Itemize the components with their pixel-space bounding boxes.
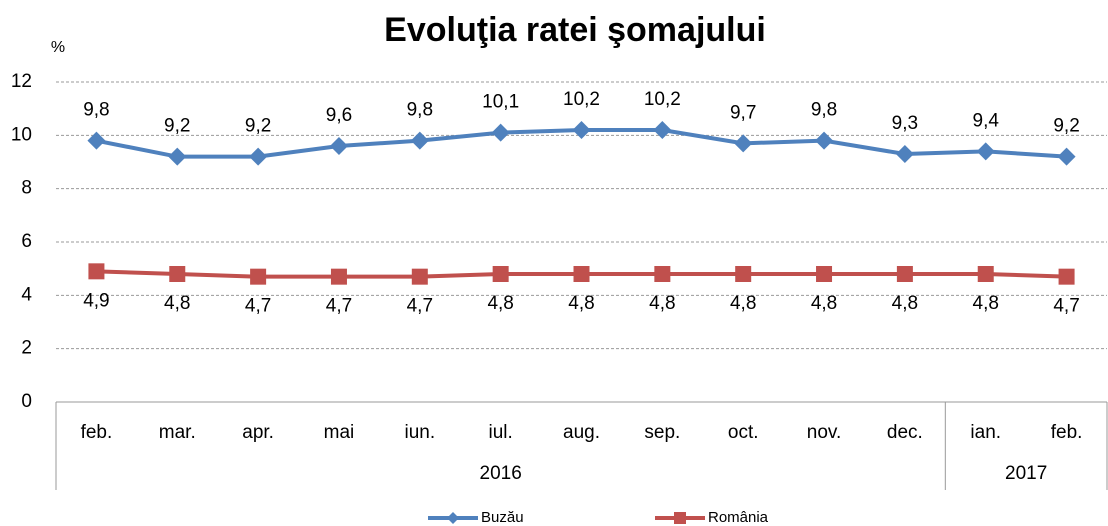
x-tick-label: feb. — [1051, 422, 1083, 443]
marker — [330, 268, 347, 285]
marker — [411, 268, 428, 285]
marker — [1057, 147, 1076, 166]
data-label: 4,7 — [326, 296, 352, 317]
marker — [895, 145, 914, 163]
y-tick-label: 2 — [21, 338, 32, 359]
data-label: 4,7 — [245, 296, 271, 317]
x-tick-label: ian. — [970, 422, 1001, 443]
marker — [976, 142, 995, 161]
data-label: 10,1 — [482, 92, 519, 113]
marker — [491, 123, 510, 142]
marker — [250, 268, 267, 285]
y-tick-label: 10 — [11, 124, 32, 145]
y-tick-label: 4 — [21, 284, 32, 305]
marker — [1058, 268, 1075, 285]
marker — [815, 131, 834, 150]
group-label: 2016 — [480, 463, 522, 484]
data-label: 4,7 — [1053, 296, 1079, 317]
data-label: 4,9 — [83, 290, 109, 311]
x-tick-label: aug. — [563, 422, 600, 443]
x-tick-label: oct. — [728, 422, 759, 443]
marker — [169, 266, 186, 282]
data-label: 4,8 — [649, 293, 675, 314]
data-label: 4,8 — [568, 293, 594, 314]
data-label: 9,7 — [730, 102, 756, 123]
data-label: 9,3 — [892, 113, 918, 134]
marker — [572, 121, 591, 139]
data-label: 9,8 — [407, 100, 433, 121]
data-label: 9,4 — [973, 110, 1000, 131]
data-label: 9,6 — [326, 105, 352, 126]
x-tick-label: iul. — [489, 422, 513, 443]
data-label: 10,2 — [644, 89, 681, 110]
y-tick-label: 6 — [21, 231, 32, 252]
x-tick-label: dec. — [887, 422, 923, 443]
legend-label: Buzău — [481, 509, 524, 526]
y-tick-label: 8 — [21, 178, 32, 199]
marker — [87, 131, 106, 150]
x-tick-label: nov. — [807, 422, 842, 443]
marker — [329, 137, 348, 155]
marker — [735, 266, 752, 282]
marker — [492, 266, 509, 282]
data-label: 4,8 — [973, 293, 999, 314]
x-tick-label: feb. — [81, 422, 113, 443]
data-label: 4,8 — [164, 293, 190, 314]
marker — [573, 266, 590, 282]
x-tick-label: mai — [324, 422, 355, 443]
data-label: 4,8 — [487, 293, 513, 314]
data-label: 4,7 — [407, 296, 433, 317]
x-tick-label: iun. — [404, 422, 435, 443]
data-label: 9,8 — [811, 100, 837, 121]
marker — [88, 263, 105, 280]
marker — [896, 266, 913, 282]
legend-label: România — [708, 509, 769, 526]
marker — [734, 134, 753, 153]
marker — [410, 131, 429, 150]
data-label: 4,8 — [892, 293, 918, 314]
marker — [168, 147, 187, 166]
legend-marker — [674, 512, 686, 524]
data-label: 10,2 — [563, 89, 600, 110]
y-unit: % — [51, 39, 65, 56]
x-tick-label: apr. — [242, 422, 274, 443]
data-label: 4,8 — [730, 293, 756, 314]
group-label: 2017 — [1005, 463, 1047, 484]
data-label: 9,2 — [164, 116, 190, 137]
marker — [653, 121, 672, 139]
data-label: 4,8 — [811, 293, 837, 314]
x-tick-label: sep. — [644, 422, 680, 443]
marker — [816, 266, 833, 282]
marker — [654, 266, 671, 282]
legend-marker — [447, 512, 459, 524]
data-label: 9,2 — [245, 116, 271, 137]
data-label: 9,8 — [83, 100, 109, 121]
marker — [249, 147, 268, 166]
x-tick-label: mar. — [159, 422, 196, 443]
y-tick-label: 0 — [21, 391, 32, 412]
data-label: 9,2 — [1053, 116, 1079, 137]
y-tick-label: 12 — [11, 71, 32, 92]
marker — [977, 266, 994, 282]
chart-title: Evoluţia ratei şomajului — [384, 11, 766, 49]
